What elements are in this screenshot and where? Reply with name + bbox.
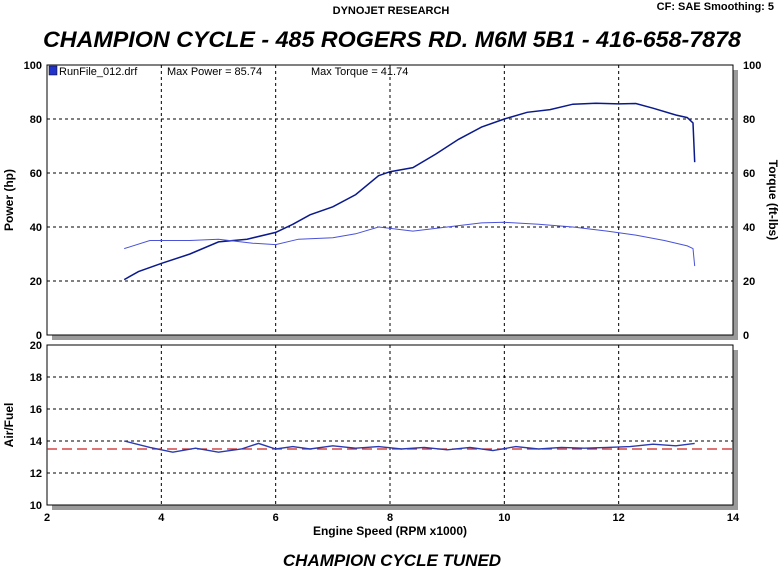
x-tick-label: 10 [498, 512, 510, 524]
power-grid [47, 65, 733, 335]
afr-grid [47, 345, 733, 505]
x-ticks: 2 4 6 8 10 12 14 [44, 512, 740, 524]
x-tick-label: 6 [273, 512, 279, 524]
x-tick-label: 8 [387, 512, 393, 524]
power-tick-label: 0 [36, 330, 42, 342]
legend-max-torque: Max Torque = 41.74 [311, 66, 408, 78]
afr-y-ticks: 10 12 14 16 18 20 [30, 340, 43, 512]
torque-tick-label: 0 [743, 330, 749, 342]
x-tick-label: 12 [613, 512, 625, 524]
footer-label: CHAMPION CYCLE TUNED [283, 551, 501, 570]
settings-label: CF: SAE Smoothing: 5 [657, 1, 774, 13]
power-tick-label: 100 [24, 60, 42, 72]
torque-tick-label: 100 [743, 60, 761, 72]
power-tick-label: 20 [30, 276, 42, 288]
torque-curve [124, 221, 696, 267]
torque-y-ticks: 0 20 40 60 80 100 [743, 60, 761, 342]
air-fuel-curve [124, 440, 695, 453]
afr-axis-label: Air/Fuel [2, 403, 16, 448]
afr-tick-label: 20 [30, 340, 42, 352]
legend-run-file: RunFile_012.drf [59, 66, 138, 78]
afr-tick-label: 18 [30, 372, 42, 384]
torque-axis-label: Torque (ft-lbs) [766, 160, 780, 240]
torque-tick-label: 60 [743, 168, 755, 180]
chart-title: CHAMPION CYCLE - 485 ROGERS RD. M6M 5B1 … [43, 27, 742, 52]
power-curve [123, 102, 696, 281]
power-tick-label: 40 [30, 222, 42, 234]
power-axis-label: Power (hp) [2, 169, 16, 231]
power-tick-label: 60 [30, 168, 42, 180]
afr-tick-label: 16 [30, 404, 42, 416]
x-tick-label: 14 [727, 512, 740, 524]
afr-tick-label: 14 [30, 436, 43, 448]
torque-tick-label: 20 [743, 276, 755, 288]
x-tick-label: 2 [44, 512, 50, 524]
power-y-ticks: 0 20 40 60 80 100 [24, 60, 42, 342]
legend-max-power: Max Power = 85.74 [167, 66, 262, 78]
torque-tick-label: 80 [743, 114, 755, 126]
x-tick-label: 4 [158, 512, 165, 524]
company-label: DYNOJET RESEARCH [333, 5, 450, 17]
power-tick-label: 80 [30, 114, 42, 126]
x-axis-label: Engine Speed (RPM x1000) [313, 524, 467, 538]
legend-swatch [48, 65, 58, 76]
afr-tick-label: 10 [30, 500, 42, 512]
torque-tick-label: 40 [743, 222, 755, 234]
afr-tick-label: 12 [30, 468, 42, 480]
